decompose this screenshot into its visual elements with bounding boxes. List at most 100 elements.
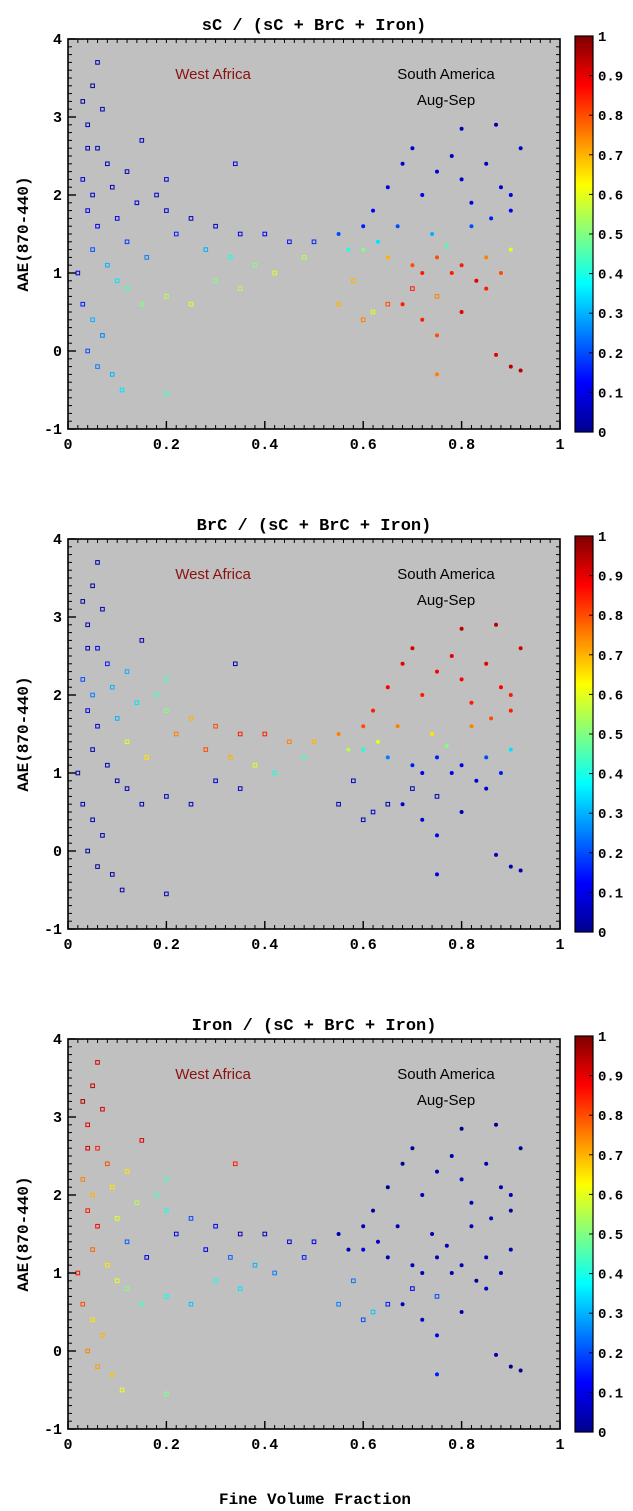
data-point <box>114 216 120 221</box>
colorbar-tick-label: 0 <box>598 1426 606 1442</box>
data-point <box>80 99 86 104</box>
data-point <box>459 763 464 768</box>
data-point <box>494 1352 499 1357</box>
data-point <box>435 333 439 338</box>
colorbar-tick-label: 0.8 <box>598 1109 623 1125</box>
colorbar-tick-label: 0.5 <box>598 228 623 244</box>
annotation-season: Aug-Sep <box>417 592 475 609</box>
data-point <box>351 778 356 784</box>
data-point <box>124 1239 130 1245</box>
data-point <box>484 1286 489 1291</box>
data-point <box>80 599 86 604</box>
data-point <box>164 208 169 213</box>
data-point <box>237 231 243 237</box>
data-point <box>410 263 415 268</box>
data-point <box>105 1262 110 1268</box>
data-point <box>410 646 415 651</box>
data-point <box>203 1247 209 1252</box>
data-point <box>518 368 523 373</box>
data-point <box>90 692 95 698</box>
data-point <box>90 747 95 752</box>
data-point <box>237 786 243 791</box>
data-point <box>449 1154 454 1158</box>
data-point <box>114 716 120 721</box>
y-tick-label: 4 <box>53 532 62 549</box>
data-point <box>262 231 268 237</box>
data-point <box>164 1294 169 1299</box>
data-point <box>154 1192 159 1198</box>
data-point <box>134 1200 140 1206</box>
data-point <box>105 1161 110 1167</box>
data-point <box>139 1138 145 1143</box>
colorbar-tick-label: 0.1 <box>598 886 623 902</box>
data-point <box>311 739 317 745</box>
data-point <box>301 1255 307 1260</box>
data-point <box>237 731 243 737</box>
colorbar-tick-label: 0.2 <box>598 1347 623 1363</box>
data-point <box>430 232 435 236</box>
data-point <box>484 1161 489 1166</box>
data-point <box>360 817 366 823</box>
x-tick-label: 0 <box>63 1437 72 1454</box>
data-point <box>385 1255 390 1260</box>
data-point <box>375 739 380 744</box>
data-point <box>85 1122 90 1128</box>
data-point <box>105 762 110 768</box>
data-point <box>100 833 105 838</box>
data-point <box>119 1387 125 1393</box>
data-point <box>85 622 90 628</box>
data-point <box>95 223 100 229</box>
data-point <box>385 1185 390 1190</box>
colorbar-tick-label: 1 <box>598 530 606 546</box>
data-point <box>494 122 499 127</box>
data-point <box>385 685 390 690</box>
data-point <box>228 1255 233 1260</box>
data-point <box>119 387 125 393</box>
x-tick-label: 0.6 <box>350 1437 377 1454</box>
data-point <box>508 193 513 197</box>
data-point <box>203 747 209 752</box>
data-point <box>252 762 258 768</box>
data-point <box>90 1247 95 1252</box>
data-point <box>80 1099 86 1104</box>
x-tick-label: 0.4 <box>251 937 278 954</box>
data-point <box>213 723 218 729</box>
data-point <box>139 801 145 807</box>
annotation-south-america: South America <box>397 66 495 83</box>
colorbar-tick-label: 1 <box>598 1030 606 1046</box>
data-point <box>105 661 110 667</box>
data-point <box>272 270 277 276</box>
data-point <box>85 122 90 128</box>
data-point <box>410 286 415 291</box>
colorbar-tick-label: 0 <box>598 426 606 442</box>
data-point <box>80 677 86 682</box>
data-point <box>410 763 415 768</box>
data-point <box>85 1208 90 1213</box>
x-tick-label: 0.2 <box>153 437 180 454</box>
data-point <box>188 1301 194 1307</box>
data-point <box>109 372 115 377</box>
data-point <box>430 1232 435 1236</box>
data-point <box>370 309 376 315</box>
data-point <box>109 872 115 877</box>
data-point <box>484 161 489 166</box>
data-point <box>311 1239 317 1245</box>
data-point <box>100 106 105 112</box>
y-tick-label: -1 <box>44 922 62 939</box>
data-point <box>85 848 90 854</box>
data-point <box>100 1333 105 1338</box>
data-point <box>498 685 503 690</box>
data-point <box>459 126 464 131</box>
y-tick-label: -1 <box>44 422 62 439</box>
data-point <box>489 1216 494 1221</box>
data-point <box>444 743 449 748</box>
data-point <box>385 301 391 307</box>
data-point <box>213 278 218 284</box>
chart-title: sC / (sC + BrC + Iron) <box>202 17 426 36</box>
y-tick-label: 1 <box>53 766 62 783</box>
data-point <box>459 1263 464 1268</box>
data-point <box>420 271 425 275</box>
data-point <box>144 755 150 760</box>
y-tick-label: 3 <box>53 610 62 627</box>
data-point <box>109 1372 115 1377</box>
